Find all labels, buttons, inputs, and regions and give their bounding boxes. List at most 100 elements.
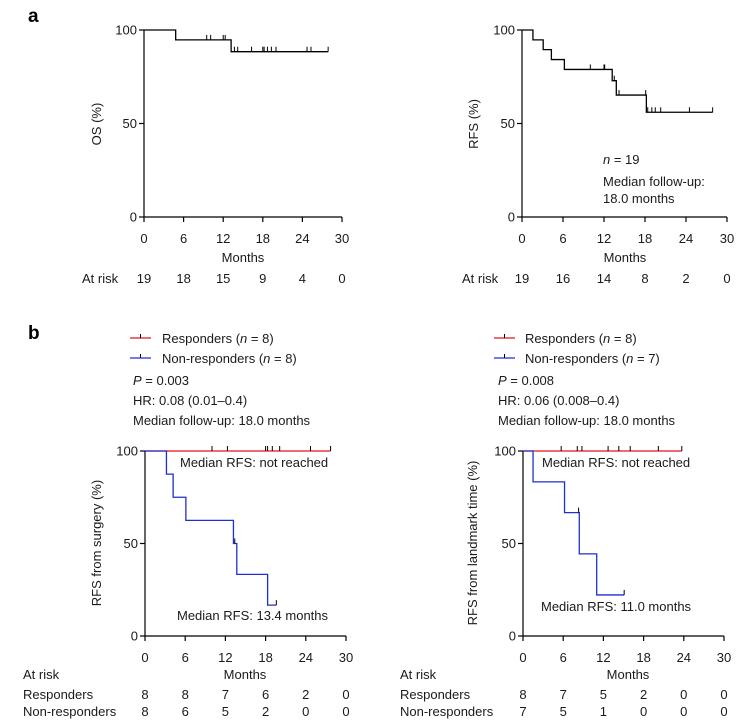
y-tick-label: 100 — [493, 23, 515, 38]
y-tick-label: 100 — [115, 23, 137, 38]
annotation-n-value: = 19 — [610, 152, 639, 167]
legend: Responders (n = 8) Non-responders (n = 8… — [130, 331, 297, 366]
x-tick-label: 30 — [717, 650, 731, 665]
at-risk-value: 0 — [720, 687, 727, 702]
y-tick-label: 100 — [494, 444, 516, 459]
at-risk-value: 7 — [560, 687, 567, 702]
y-axis-label: RFS (%) — [466, 99, 481, 149]
survival-curve-non-responders — [145, 450, 277, 606]
y-tick-label: 50 — [501, 116, 515, 131]
at-risk-value: 0 — [723, 271, 730, 286]
at-risk-value: 0 — [342, 687, 349, 702]
y-tick-label: 0 — [130, 210, 137, 225]
at-risk-value: 9 — [259, 271, 266, 286]
at-risk-value: 4 — [299, 271, 306, 286]
x-tick-label: 12 — [218, 650, 232, 665]
x-tick-label: 24 — [677, 650, 691, 665]
chart-rfs-from-surgery: Responders (n = 8) Non-responders (n = 8… — [23, 331, 353, 719]
at-risk-value: 0 — [338, 271, 345, 286]
at-risk-value: 0 — [640, 704, 647, 719]
p-value: P = 0.003 — [133, 373, 189, 388]
y-axis-label: RFS from landmark time (%) — [465, 461, 480, 626]
hazard-ratio: HR: 0.06 (0.008–0.4) — [498, 393, 619, 408]
y-tick-label: 50 — [123, 116, 137, 131]
x-tick-label: 12 — [596, 650, 610, 665]
y-tick-label: 0 — [131, 629, 138, 644]
legend-label-responders: Responders (n = 8) — [162, 331, 274, 346]
at-risk-value: 2 — [640, 687, 647, 702]
median-follow-up: Median follow-up: 18.0 months — [133, 413, 311, 428]
at-risk-value: 0 — [680, 704, 687, 719]
panel-label-b: b — [28, 323, 40, 344]
legend: Responders (n = 8) Non-responders (n = 7… — [494, 331, 660, 366]
chart-rfs-from-landmark: Responders (n = 8) Non-responders (n = 7… — [400, 331, 731, 719]
survival-curve-all-patients — [144, 29, 329, 53]
x-axis-label: Months — [222, 250, 265, 265]
p-value: P = 0.008 — [498, 373, 554, 388]
annotation-n: n = 19 — [603, 152, 640, 167]
at-risk-value: 2 — [682, 271, 689, 286]
at-risk-label: At risk — [82, 271, 119, 286]
at-risk-value: 18 — [176, 271, 190, 286]
at-risk-value: 5 — [560, 704, 567, 719]
x-tick-label: 0 — [141, 650, 148, 665]
at-risk-value: 8 — [182, 687, 189, 702]
x-tick-label: 18 — [258, 650, 272, 665]
x-tick-label: 6 — [182, 650, 189, 665]
at-risk-value: 0 — [302, 704, 309, 719]
annotation-median-responders: Median RFS: not reached — [542, 455, 690, 470]
x-tick-label: 0 — [519, 650, 526, 665]
x-tick-label: 24 — [679, 231, 693, 246]
x-tick-label: 0 — [140, 231, 147, 246]
at-risk-value: 19 — [137, 271, 151, 286]
at-risk-value: 1 — [600, 704, 607, 719]
at-risk-label: At risk — [400, 667, 437, 682]
at-risk-value: 8 — [141, 704, 148, 719]
x-tick-label: 18 — [636, 650, 650, 665]
y-tick-label: 50 — [502, 536, 516, 551]
y-tick-label: 0 — [508, 210, 515, 225]
at-risk-value: 6 — [182, 704, 189, 719]
at-risk-value: 5 — [600, 687, 607, 702]
at-risk-value: 7 — [519, 704, 526, 719]
x-tick-label: 6 — [180, 231, 187, 246]
at-risk-value: 19 — [515, 271, 529, 286]
x-tick-label: 6 — [559, 231, 566, 246]
at-risk-value: 0 — [342, 704, 349, 719]
at-risk-row-label-responders: Responders — [400, 687, 471, 702]
x-tick-label: 18 — [256, 231, 270, 246]
x-tick-label: 30 — [335, 231, 349, 246]
x-axis-label: Months — [607, 667, 650, 682]
annotation-median-non-responders: Median RFS: 11.0 months — [541, 599, 692, 614]
at-risk-row-label-responders: Responders — [23, 687, 94, 702]
x-axis-label: Months — [224, 667, 267, 682]
legend-label-non-responders: Non-responders (n = 8) — [162, 351, 297, 366]
at-risk-value: 7 — [222, 687, 229, 702]
x-tick-label: 24 — [295, 231, 309, 246]
legend-label-non-responders: Non-responders (n = 7) — [525, 351, 660, 366]
y-tick-label: 0 — [509, 629, 516, 644]
at-risk-value: 8 — [641, 271, 648, 286]
annotation-median-non-responders: Median RFS: 13.4 months — [177, 608, 329, 623]
at-risk-value: 0 — [720, 704, 727, 719]
x-tick-label: 0 — [518, 231, 525, 246]
y-axis-label: OS (%) — [89, 103, 104, 146]
x-tick-label: 12 — [597, 231, 611, 246]
annotation-n-italic: n — [603, 152, 610, 167]
y-tick-label: 100 — [116, 444, 138, 459]
x-tick-label: 18 — [638, 231, 652, 246]
x-tick-label: 30 — [339, 650, 353, 665]
at-risk-value: 5 — [222, 704, 229, 719]
at-risk-row-label-non-responders: Non-responders — [23, 704, 117, 719]
at-risk-value: 2 — [262, 704, 269, 719]
hazard-ratio: HR: 0.08 (0.01–0.4) — [133, 393, 247, 408]
annotation-median-responders: Median RFS: not reached — [180, 455, 328, 470]
median-follow-up: Median follow-up: 18.0 months — [498, 413, 676, 428]
at-risk-value: 0 — [680, 687, 687, 702]
at-risk-label: At risk — [462, 271, 499, 286]
chart-os: OS (%) Months At risk 0 50 100 0 19 6 18 12 15 18… — [82, 23, 349, 287]
survival-curve-non-responders — [523, 450, 625, 596]
annotation-followup-line1: Median follow-up: — [603, 174, 705, 189]
x-tick-label: 12 — [216, 231, 230, 246]
